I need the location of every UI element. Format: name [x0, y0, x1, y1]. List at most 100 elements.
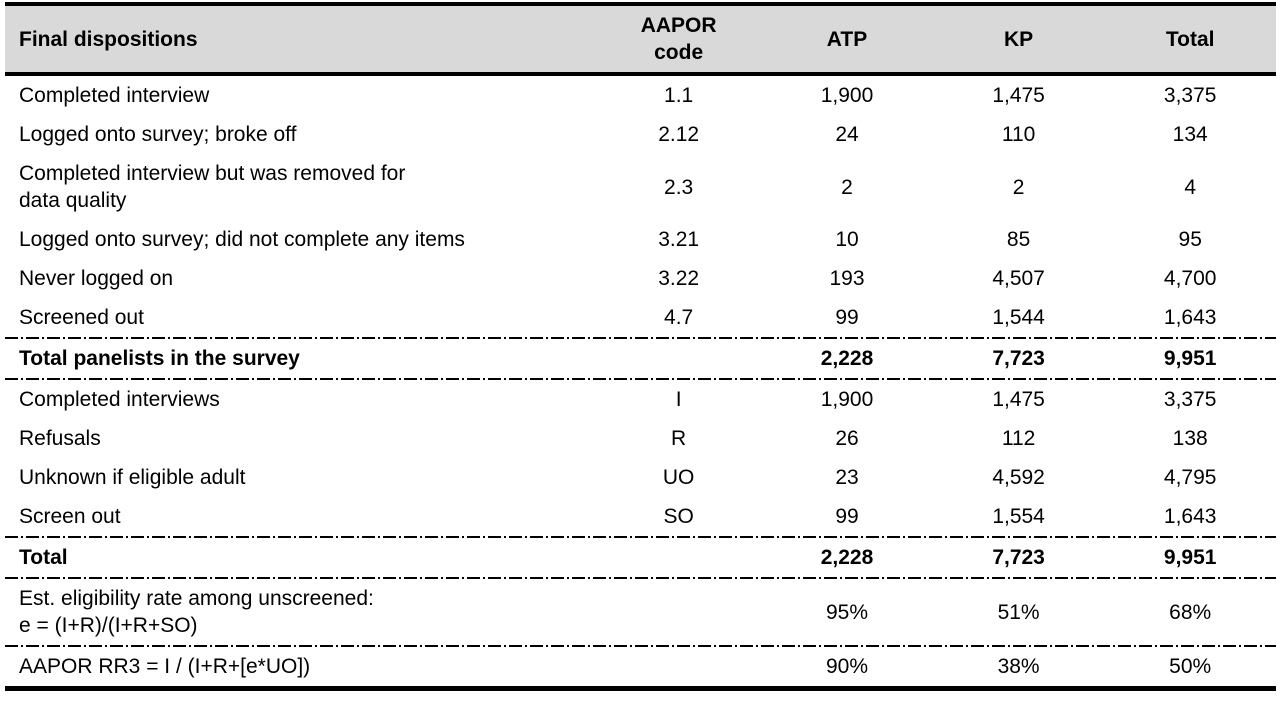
total-value-cell: 3,375 — [1163, 84, 1217, 107]
table-row: Logged onto survey; did not complete any… — [5, 220, 1276, 259]
table-body: Completed interview 1.1 1,900 1,475 3,37… — [5, 74, 1276, 689]
divider-line — [5, 645, 1276, 647]
row-label-cell: Screen out — [19, 505, 121, 528]
aapor-code-cell: 4.7 — [664, 306, 694, 329]
total-value-cell: 138 — [1172, 427, 1208, 450]
total-value-cell: 4,700 — [1163, 267, 1217, 290]
atp-value-cell: 24 — [835, 123, 859, 146]
table-row: Logged onto survey; broke off 2.12 24 11… — [5, 115, 1276, 154]
total-value-cell: 9,951 — [1163, 546, 1217, 569]
kp-value-cell: 85 — [1006, 228, 1031, 251]
row-label-cell: Total — [19, 546, 68, 569]
total-value-cell: 134 — [1172, 123, 1208, 146]
kp-value-cell: 7,723 — [992, 347, 1045, 370]
total-value-cell: 3,375 — [1163, 388, 1217, 411]
atp-value-cell: 2,228 — [820, 546, 874, 569]
atp-value-cell: 95% — [826, 600, 869, 624]
table-row: Unknown if eligible adult UO 23 4,592 4,… — [5, 458, 1276, 497]
header-total: Total — [1104, 4, 1276, 76]
aapor-code-cell — [596, 538, 761, 577]
kp-value-cell: 38% — [997, 655, 1040, 678]
kp-value-cell: 1,544 — [992, 306, 1045, 329]
header-aapor-code: AAPOR code — [596, 4, 762, 76]
atp-value-cell: 99 — [835, 306, 859, 329]
total-value-cell: 4,795 — [1163, 466, 1217, 489]
aapor-code-cell: SO — [663, 505, 694, 528]
atp-value-cell: 2,228 — [820, 347, 874, 370]
table-row-total: Total 2,228 7,723 9,951 — [5, 538, 1276, 577]
row-label-cell: Unknown if eligible adult — [19, 466, 246, 489]
kp-value-cell: 7,723 — [992, 546, 1045, 569]
atp-value-cell: 90% — [826, 655, 869, 678]
kp-value-cell: 1,554 — [992, 505, 1045, 528]
row-label-cell: Completed interview but was removed for … — [19, 162, 406, 212]
table-row-total-panelists: Total panelists in the survey 2,228 7,72… — [5, 339, 1276, 378]
aapor-code-cell — [596, 647, 761, 689]
dash-dot-divider — [5, 337, 1276, 339]
dash-dot-divider — [5, 577, 1276, 579]
table-row-rr3: AAPOR RR3 = I / (I+R+[e*UO]) 90% 38% 50% — [5, 647, 1276, 689]
total-value-cell: 95 — [1178, 228, 1202, 251]
table-row: Completed interview 1.1 1,900 1,475 3,37… — [5, 74, 1276, 115]
row-label-cell: Total panelists in the survey — [19, 347, 300, 370]
kp-value-cell: 51% — [997, 600, 1040, 624]
dispositions-table: Final dispositions AAPOR code ATP KP Tot… — [5, 2, 1276, 691]
divider-line — [5, 337, 1276, 339]
aapor-code-cell: 2.3 — [664, 175, 694, 199]
dash-dot-divider — [5, 378, 1276, 380]
row-label-cell: Est. eligibility rate among unscreened: … — [19, 587, 374, 637]
table-row: Completed interview but was removed for … — [5, 154, 1276, 220]
atp-value-cell: 99 — [835, 505, 859, 528]
aapor-code-cell: R — [671, 427, 687, 450]
atp-value-cell: 1,900 — [820, 388, 874, 411]
kp-value-cell: 1,475 — [992, 388, 1045, 411]
table-row: Screen out SO 99 1,554 1,643 — [5, 497, 1276, 536]
row-label-cell: Screened out — [19, 306, 144, 329]
kp-value-cell: 2 — [1012, 175, 1025, 199]
atp-value-cell: 2 — [841, 175, 853, 199]
header-row: Final dispositions AAPOR code ATP KP Tot… — [5, 4, 1276, 76]
total-value-cell: 68% — [1169, 600, 1212, 624]
aapor-code-cell: 2.12 — [658, 123, 700, 146]
table-row: Never logged on 3.22 193 4,507 4,700 — [5, 259, 1276, 298]
atp-value-cell: 10 — [835, 228, 859, 251]
total-value-cell: 1,643 — [1163, 505, 1217, 528]
total-value-cell: 50% — [1169, 655, 1212, 678]
kp-value-cell: 110 — [1001, 123, 1036, 146]
row-label-cell: Completed interviews — [19, 388, 220, 411]
row-label-cell: Logged onto survey; broke off — [19, 123, 297, 146]
atp-value-cell: 26 — [835, 427, 859, 450]
kp-value-cell: 4,592 — [992, 466, 1045, 489]
aapor-code-cell: 3.21 — [658, 228, 700, 251]
row-label-cell: Refusals — [19, 427, 101, 450]
divider-line — [5, 378, 1276, 380]
kp-value-cell: 1,475 — [992, 84, 1045, 107]
kp-value-cell: 4,507 — [992, 267, 1045, 290]
table-row: Refusals R 26 112 138 — [5, 419, 1276, 458]
atp-value-cell: 1,900 — [820, 84, 874, 107]
aapor-code-cell: 1.1 — [664, 84, 694, 107]
divider-line — [5, 536, 1276, 538]
total-value-cell: 4 — [1184, 175, 1197, 199]
row-label-cell: Never logged on — [19, 267, 174, 290]
atp-value-cell: 193 — [829, 267, 865, 290]
table-row: Screened out 4.7 99 1,544 1,643 — [5, 298, 1276, 337]
kp-value-cell: 112 — [1001, 427, 1036, 450]
aapor-code-cell: 3.22 — [658, 267, 700, 290]
header-kp: KP — [932, 4, 1105, 76]
header-atp: ATP — [761, 4, 933, 76]
total-value-cell: 1,643 — [1163, 306, 1217, 329]
table-header: Final dispositions AAPOR code ATP KP Tot… — [5, 4, 1276, 76]
aapor-code-cell: I — [675, 388, 682, 411]
dash-dot-divider — [5, 645, 1276, 647]
aapor-code-cell — [596, 339, 761, 378]
dash-dot-divider — [5, 536, 1276, 538]
aapor-code-cell — [596, 579, 761, 645]
divider-line — [5, 577, 1276, 579]
row-label-cell: Completed interview — [19, 84, 210, 107]
table-row-eligibility-rate: Est. eligibility rate among unscreened: … — [5, 579, 1276, 645]
row-label-cell: Logged onto survey; did not complete any… — [19, 228, 465, 251]
row-label-cell: AAPOR RR3 = I / (I+R+[e*UO]) — [19, 655, 311, 678]
atp-value-cell: 23 — [835, 466, 859, 489]
total-value-cell: 9,951 — [1163, 347, 1217, 370]
